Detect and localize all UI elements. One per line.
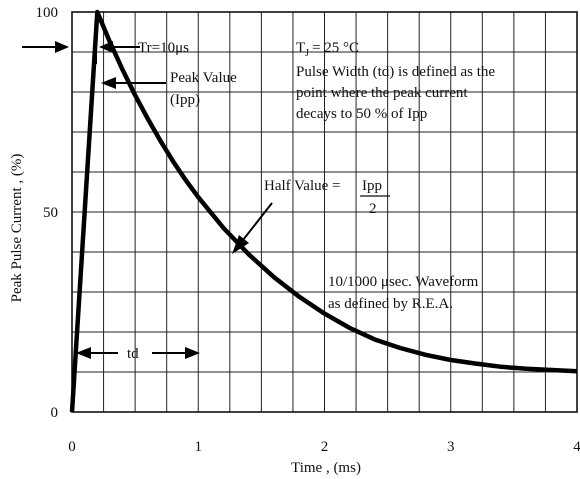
y-tick-label: 100 xyxy=(36,5,59,21)
td-left-arrowhead xyxy=(76,347,91,359)
tj-label: TJ = 25 °C xyxy=(296,40,359,59)
y-tick-labels: 0 50 100 xyxy=(36,5,59,421)
x-axis-title: Time , (ms) xyxy=(291,460,361,476)
waveform-line-1: 10/1000 μsec. Waveform xyxy=(328,274,479,290)
half-value-numerator: Ipp xyxy=(362,178,382,194)
y-axis-title: Peak Pulse Current , (%) xyxy=(9,154,25,303)
tr-right-arrowhead xyxy=(99,41,113,53)
x-tick-label: 3 xyxy=(447,439,455,455)
grid xyxy=(72,12,577,412)
x-tick-label: 0 xyxy=(68,439,76,455)
y-tick-label: 0 xyxy=(51,405,59,421)
half-value-denominator: 2 xyxy=(369,201,377,217)
peak-value-label: Peak Value xyxy=(170,70,237,86)
tr-left-arrowhead xyxy=(55,41,69,53)
half-value-arrowhead xyxy=(232,235,249,254)
tr-label: Tr=10μs xyxy=(138,40,189,56)
td-right-arrowhead xyxy=(185,347,200,359)
td-label: td xyxy=(127,346,139,362)
tj-subscript: J xyxy=(305,48,309,59)
plot-frame xyxy=(71,11,578,413)
series-line-pulse xyxy=(69,9,578,413)
tj-value: = 25 °C xyxy=(312,40,359,56)
pulse-width-line-2: point where the peak current xyxy=(296,85,468,101)
x-tick-labels: 0 1 2 3 4 xyxy=(68,439,580,455)
ipp-label: (Ipp) xyxy=(170,92,200,108)
x-tick-label: 4 xyxy=(573,439,580,455)
half-value-arrow xyxy=(242,202,273,241)
x-tick-label: 1 xyxy=(195,439,203,455)
pulse-width-line-3: decays to 50 % of Ipp xyxy=(296,106,427,122)
y-tick-label: 50 xyxy=(43,205,58,221)
peak-arrowhead xyxy=(101,77,116,89)
x-tick-label: 2 xyxy=(321,439,329,455)
half-value-label: Half Value = xyxy=(264,178,341,194)
pulse-width-line-1: Pulse Width (td) is defined as the xyxy=(296,64,495,80)
waveform-line-2: as defined by R.E.A. xyxy=(328,296,453,312)
tj-symbol: T xyxy=(296,40,305,56)
